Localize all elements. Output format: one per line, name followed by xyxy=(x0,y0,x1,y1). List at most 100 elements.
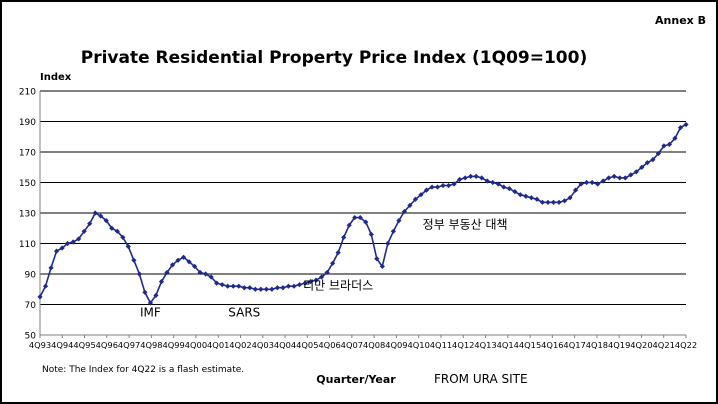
data-point xyxy=(644,160,650,166)
data-point xyxy=(296,282,303,288)
data-point xyxy=(479,175,485,181)
data-point xyxy=(131,257,137,263)
x-tick-label: 4Q10 xyxy=(408,340,430,350)
data-point xyxy=(589,179,595,186)
data-point xyxy=(429,184,435,190)
data-point xyxy=(385,240,391,247)
data-point xyxy=(59,245,65,251)
data-point xyxy=(42,283,49,289)
data-point xyxy=(214,280,220,286)
data-point xyxy=(451,181,457,187)
data-point xyxy=(534,196,540,202)
annotations-group: IMF SARS 리만 브라더스 정부 부동산 대책 xyxy=(140,216,508,319)
data-point xyxy=(197,269,203,276)
y-tick-label: 70 xyxy=(25,301,37,311)
y-tick-label: 110 xyxy=(19,240,36,250)
footnote: Note: The Index for 4Q22 is a flash esti… xyxy=(42,365,244,375)
x-axis-label: Quarter/Year xyxy=(316,373,396,386)
data-point xyxy=(318,274,325,280)
data-point xyxy=(147,300,154,306)
y-tick-label: 190 xyxy=(19,118,36,128)
data-point xyxy=(65,240,71,247)
data-point xyxy=(142,289,148,295)
data-point xyxy=(136,271,142,277)
data-point xyxy=(418,192,424,198)
data-point xyxy=(114,228,120,234)
x-tick-label: 4Q17 xyxy=(563,340,585,350)
data-point xyxy=(191,263,198,269)
x-tick-label: 4Q00 xyxy=(185,340,207,350)
data-point xyxy=(639,164,645,170)
x-tick-label: 4Q01 xyxy=(207,340,229,350)
data-point xyxy=(103,218,109,224)
data-point xyxy=(528,195,535,201)
data-point xyxy=(48,265,54,271)
data-point xyxy=(539,199,546,205)
data-point xyxy=(225,283,231,289)
data-point xyxy=(606,175,612,181)
y-tick-label: 150 xyxy=(19,179,36,189)
data-point xyxy=(76,236,82,242)
data-point xyxy=(545,199,551,205)
x-tick-label: 4Q96 xyxy=(96,340,118,350)
data-point xyxy=(346,222,352,228)
data-point xyxy=(335,250,341,256)
x-tick-label: 4Q12 xyxy=(452,340,474,350)
data-point xyxy=(495,181,501,187)
data-point xyxy=(81,228,87,234)
x-tick-label: 4Q94 xyxy=(51,340,73,350)
data-point xyxy=(501,184,507,190)
x-tick-label: 4Q04 xyxy=(274,340,296,350)
data-point xyxy=(169,262,176,268)
x-tick-label: 4Q98 xyxy=(140,340,162,350)
data-point xyxy=(70,239,76,245)
x-tick-label: 4Q02 xyxy=(229,340,251,350)
annotation-label: IMF xyxy=(140,306,161,320)
data-point xyxy=(302,280,308,286)
data-point xyxy=(258,286,264,292)
data-point xyxy=(523,193,529,199)
data-point xyxy=(313,277,319,283)
x-tick-label: 4Q15 xyxy=(519,340,541,350)
data-point xyxy=(390,228,396,234)
data-point xyxy=(368,231,374,237)
data-point xyxy=(401,208,408,215)
x-tick-label: 4Q21 xyxy=(653,340,675,350)
data-point xyxy=(672,135,678,141)
data-point xyxy=(92,210,98,216)
x-tick-label: 4Q22 xyxy=(675,340,697,350)
data-point xyxy=(357,214,363,221)
data-point xyxy=(219,282,225,288)
data-point xyxy=(307,279,314,285)
data-point xyxy=(269,286,275,292)
x-tick-label: 4Q16 xyxy=(541,340,563,350)
y-tick-label: 130 xyxy=(19,210,36,220)
data-point xyxy=(180,254,187,260)
data-point xyxy=(363,219,369,225)
data-point xyxy=(595,181,601,187)
data-point xyxy=(617,175,623,181)
data-point xyxy=(445,182,452,189)
data-point xyxy=(175,257,181,263)
x-tick-label: 4Q06 xyxy=(318,340,340,350)
data-point xyxy=(628,172,634,178)
x-tick-label: 4Q05 xyxy=(296,340,318,350)
series-group xyxy=(37,121,689,306)
data-point xyxy=(247,285,253,291)
data-point xyxy=(280,285,286,291)
data-point xyxy=(423,187,430,193)
data-point xyxy=(457,176,463,183)
data-point xyxy=(208,274,214,280)
series-line xyxy=(39,123,687,305)
data-point xyxy=(473,173,479,179)
data-point xyxy=(490,179,496,186)
x-tick-label: 4Q13 xyxy=(474,340,496,350)
x-tick-label: 4Q95 xyxy=(73,340,95,350)
data-point xyxy=(622,175,628,181)
x-tick-label: 4Q11 xyxy=(430,340,452,350)
data-point xyxy=(396,218,402,224)
data-point xyxy=(285,283,292,289)
data-point xyxy=(661,143,667,149)
data-point xyxy=(506,186,512,192)
